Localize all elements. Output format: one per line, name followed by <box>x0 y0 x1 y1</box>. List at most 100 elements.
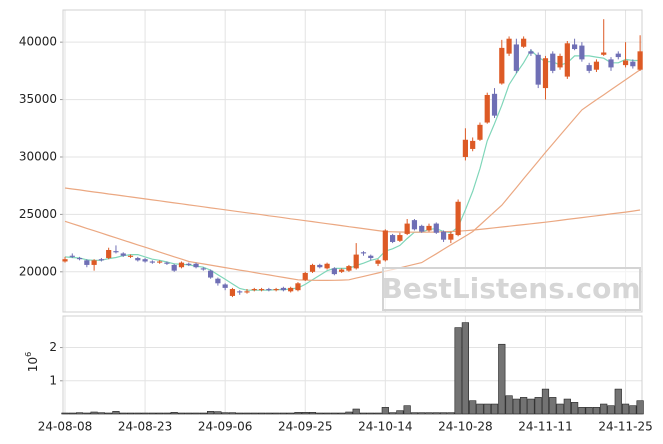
candle-body <box>382 230 388 261</box>
volume-bar <box>410 412 419 415</box>
y-tick-label: 2 <box>49 340 57 354</box>
candle-body <box>302 272 308 280</box>
candle-body <box>586 65 592 71</box>
volume-bar <box>403 405 411 415</box>
x-tick-label: 24-10-28 <box>438 420 492 434</box>
candle-body <box>622 60 629 66</box>
candle-body <box>426 225 432 231</box>
volume-bar <box>418 412 426 415</box>
volume-bar <box>483 403 491 415</box>
candle-body <box>375 260 381 264</box>
volume-bar <box>199 412 207 415</box>
volume-bar <box>359 412 368 415</box>
volume-bar <box>374 412 382 415</box>
volume-bar <box>432 412 440 415</box>
volume-bar <box>257 412 266 415</box>
candle-body <box>244 291 250 293</box>
volume-scale-label: 106 <box>24 352 40 372</box>
volume-bar <box>207 411 215 415</box>
volume-bar <box>527 398 535 415</box>
volume-bar <box>498 343 506 415</box>
candle-body <box>69 255 75 257</box>
volume-bar <box>61 412 69 415</box>
volume-bar <box>287 412 295 415</box>
volume-bar <box>112 411 120 415</box>
volume-bar <box>490 403 499 415</box>
volume-bar <box>214 411 222 415</box>
candle-body <box>324 263 330 269</box>
volume-bar <box>338 412 346 415</box>
volume-bar <box>461 322 470 415</box>
volume-bar <box>381 407 389 415</box>
volume-bar <box>308 412 317 415</box>
moving-average-line <box>64 69 641 281</box>
volume-bar <box>541 388 550 415</box>
candle-body <box>491 93 498 116</box>
volume-bar <box>520 397 528 415</box>
volume-bar <box>170 412 178 415</box>
candle-body <box>484 94 490 123</box>
volume-bar <box>476 403 484 415</box>
volume-bar <box>570 402 579 415</box>
x-tick-label: 24-11-25 <box>598 420 652 434</box>
volume-bar <box>585 407 593 415</box>
candle-body <box>368 255 374 259</box>
volume-bar <box>367 412 375 415</box>
candle-body <box>91 260 97 265</box>
candle-body <box>542 58 549 89</box>
candle-body <box>564 43 570 77</box>
volume-bar <box>323 412 331 415</box>
volume-bar <box>134 412 142 415</box>
volume-bar <box>141 412 149 415</box>
volume-bar <box>600 403 608 415</box>
volume-bar <box>454 327 462 415</box>
candle-body <box>448 233 454 240</box>
x-tick-label: 24-09-25 <box>278 420 332 434</box>
volume-bar <box>447 412 455 415</box>
y-tick-label: 25000 <box>19 207 57 221</box>
candle-body <box>237 291 243 293</box>
candle-body <box>215 278 221 284</box>
candle-body <box>258 289 265 291</box>
volume-bar <box>629 405 637 415</box>
volume-bar <box>563 398 571 415</box>
candle-body <box>433 223 439 233</box>
volume-bar <box>177 412 186 415</box>
candle-body <box>62 259 68 262</box>
volume-bar <box>279 412 288 415</box>
candle-body <box>506 38 512 54</box>
volume-bar <box>163 412 171 415</box>
volume-bar <box>97 412 105 415</box>
x-tick-label: 24-08-08 <box>38 420 92 434</box>
candle-body <box>193 263 199 268</box>
candle-body <box>266 289 272 291</box>
volume-bar <box>272 412 280 415</box>
candle-body <box>288 287 294 292</box>
candle-body <box>513 44 519 71</box>
volume-bar <box>556 403 564 415</box>
candle-body <box>353 254 359 269</box>
candle-body <box>455 201 461 236</box>
volume-bar <box>192 412 200 415</box>
y-tick-label: 35000 <box>19 92 57 106</box>
candle-body <box>360 252 367 254</box>
volume-bar <box>330 412 338 415</box>
volume-bar <box>425 412 433 415</box>
candle-body <box>149 261 155 263</box>
x-tick-label: 24-11-11 <box>518 420 572 434</box>
candle-body <box>127 255 134 257</box>
volume-bar <box>126 412 135 415</box>
candle-body <box>637 51 643 70</box>
volume-bar <box>265 412 273 415</box>
candle-body <box>608 59 614 68</box>
volume-bar <box>301 412 309 415</box>
watermark-box <box>382 267 641 311</box>
candle-body <box>462 139 468 157</box>
volume-bar <box>549 397 557 415</box>
candle-body <box>113 251 119 253</box>
y-tick-label: 1 <box>49 373 57 387</box>
candle-body <box>280 287 286 291</box>
candle-body <box>339 269 345 272</box>
